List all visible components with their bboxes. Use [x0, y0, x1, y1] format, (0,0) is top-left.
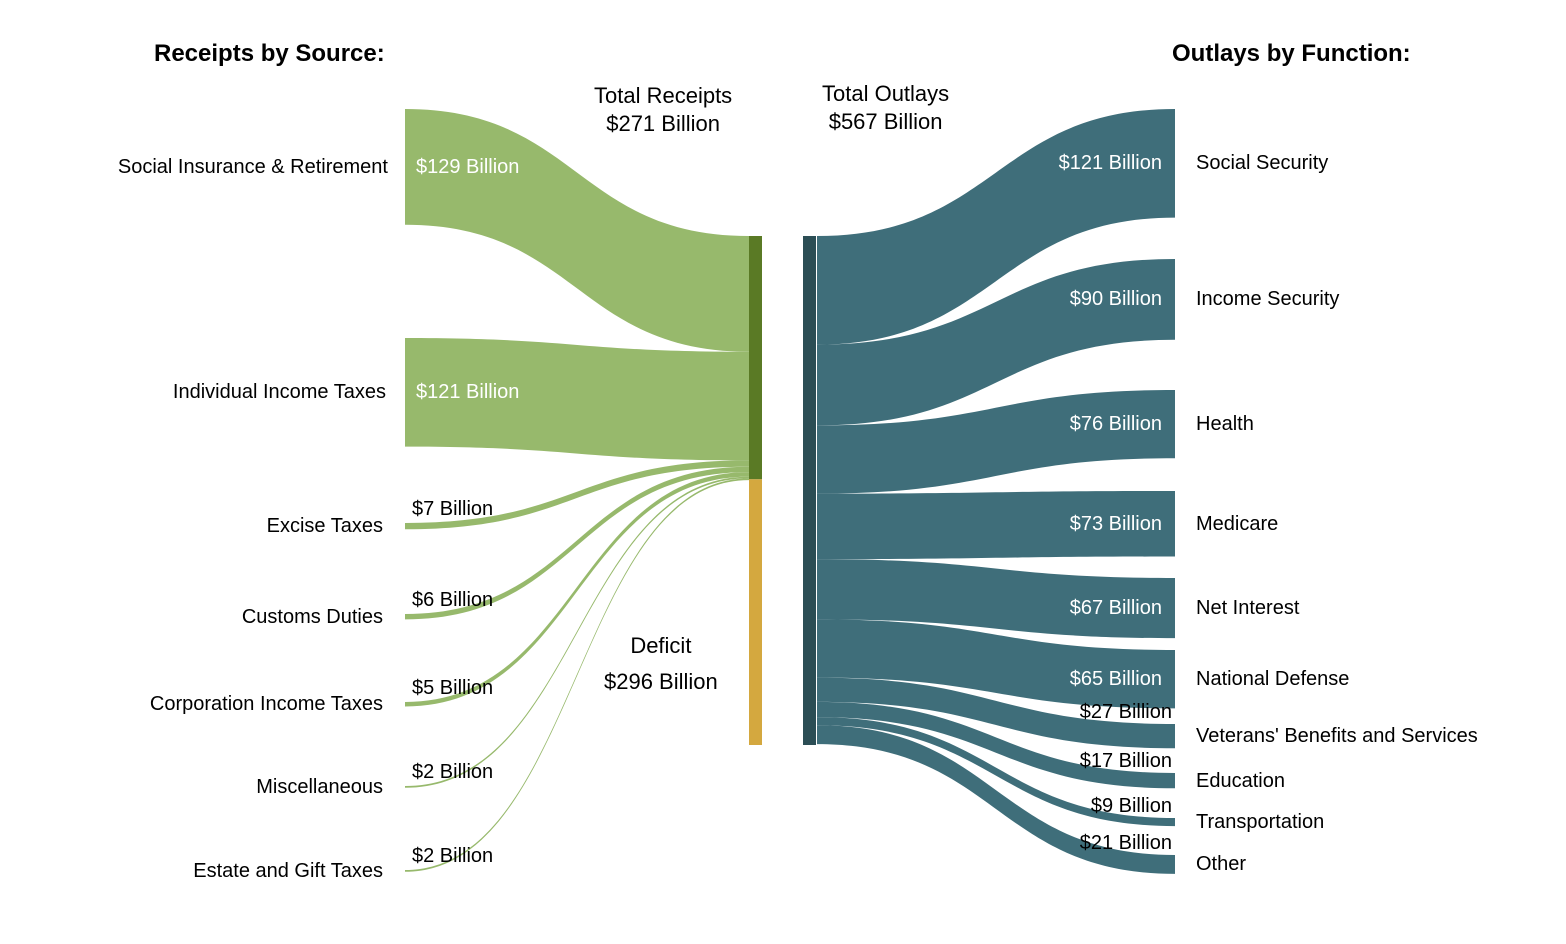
receipt-value-label: $5 Billion [412, 677, 494, 699]
outlay-flow-net-interest [817, 559, 1175, 639]
outlays-title: Outlays by Function: [1172, 40, 1411, 67]
outlay-flow-social-security [817, 109, 1175, 345]
outlay-category-label: Education [1196, 769, 1285, 792]
outlay-flow-education [817, 701, 1175, 789]
receipt-flow-individual-income-taxes [405, 338, 749, 461]
outlay-category-label: Transportation [1196, 811, 1325, 834]
receipts-title: Receipts by Source: [154, 40, 385, 67]
outlay-value-label: $17 Billion [1079, 750, 1172, 772]
receipt-category-label: Social Insurance & Retirement [117, 155, 388, 178]
outlay-value-label: $90 Billion [1069, 288, 1162, 311]
outlay-value-label: $21 Billion [1079, 832, 1172, 854]
outlay-value-label: $9 Billion [1090, 795, 1172, 817]
deficit-bar [749, 479, 762, 745]
outlay-flow-health [817, 390, 1175, 494]
receipt-category-label: Excise Taxes [266, 515, 383, 538]
deficit-label: Deficit $296 Billion [604, 628, 718, 700]
total-outlays-bar [803, 236, 816, 745]
deficit-text: Deficit [630, 633, 692, 658]
outlay-value-label: $73 Billion [1069, 512, 1162, 535]
total-receipts-label: Total Receipts $271 Billion [594, 82, 732, 138]
total-receipts-bar [749, 236, 762, 480]
receipt-category-label: Customs Duties [241, 605, 383, 628]
outlay-value-label: $67 Billion [1069, 597, 1162, 620]
outlay-flow-veterans-benefits-and-services [817, 677, 1175, 749]
receipt-value-label: $129 Billion [416, 155, 520, 178]
outlay-value-label: $27 Billion [1079, 701, 1172, 723]
outlay-value-label: $76 Billion [1069, 413, 1162, 436]
outlay-category-label: Veterans' Benefits and Services [1196, 725, 1478, 748]
outlay-category-label: Net Interest [1196, 597, 1300, 620]
receipt-category-label: Miscellaneous [256, 775, 383, 798]
receipt-value-label: $6 Billion [412, 589, 494, 611]
receipt-flow-excise-taxes [405, 460, 749, 530]
receipt-value-label: $2 Billion [412, 761, 494, 783]
total-receipts-text: Total Receipts [594, 83, 733, 108]
receipt-flow-estate-and-gift-taxes [405, 478, 749, 872]
outlay-flow-income-security [817, 259, 1175, 426]
outlay-flow-medicare [817, 491, 1175, 560]
total-outlays-text: Total Outlays [822, 81, 950, 106]
receipt-flow-social-insurance-retirement [405, 109, 749, 352]
receipt-category-label: Estate and Gift Taxes [193, 859, 383, 882]
deficit-value: $296 Billion [604, 669, 718, 694]
receipt-category-label: Corporation Income Taxes [149, 693, 383, 716]
outlay-category-label: National Defense [1196, 668, 1350, 691]
outlay-value-label: $121 Billion [1058, 152, 1162, 175]
outlay-value-label: $65 Billion [1069, 668, 1162, 691]
outlay-category-label: Social Security [1196, 152, 1329, 175]
receipt-value-label: $7 Billion [412, 498, 494, 520]
outlay-category-label: Income Security [1196, 288, 1340, 311]
outlay-flow-national-defense [817, 619, 1175, 709]
total-outlays-label: Total Outlays $567 Billion [822, 80, 949, 136]
receipt-value-label: $2 Billion [412, 845, 494, 867]
outlay-category-label: Medicare [1196, 512, 1279, 535]
receipt-flow-corporation-income-taxes [405, 472, 749, 707]
receipt-value-label: $121 Billion [416, 381, 520, 404]
total-receipts-value: $271 Billion [606, 111, 720, 136]
receipt-flow-customs-duties [405, 466, 749, 620]
outlay-category-label: Health [1196, 413, 1254, 436]
receipt-flow-miscellaneous [405, 476, 749, 788]
receipt-category-label: Individual Income Taxes [172, 381, 386, 404]
outlay-category-label: Other [1196, 853, 1247, 876]
total-outlays-value: $567 Billion [828, 109, 943, 134]
outlay-flow-other [817, 725, 1175, 874]
outlay-flow-transportation [817, 717, 1175, 827]
